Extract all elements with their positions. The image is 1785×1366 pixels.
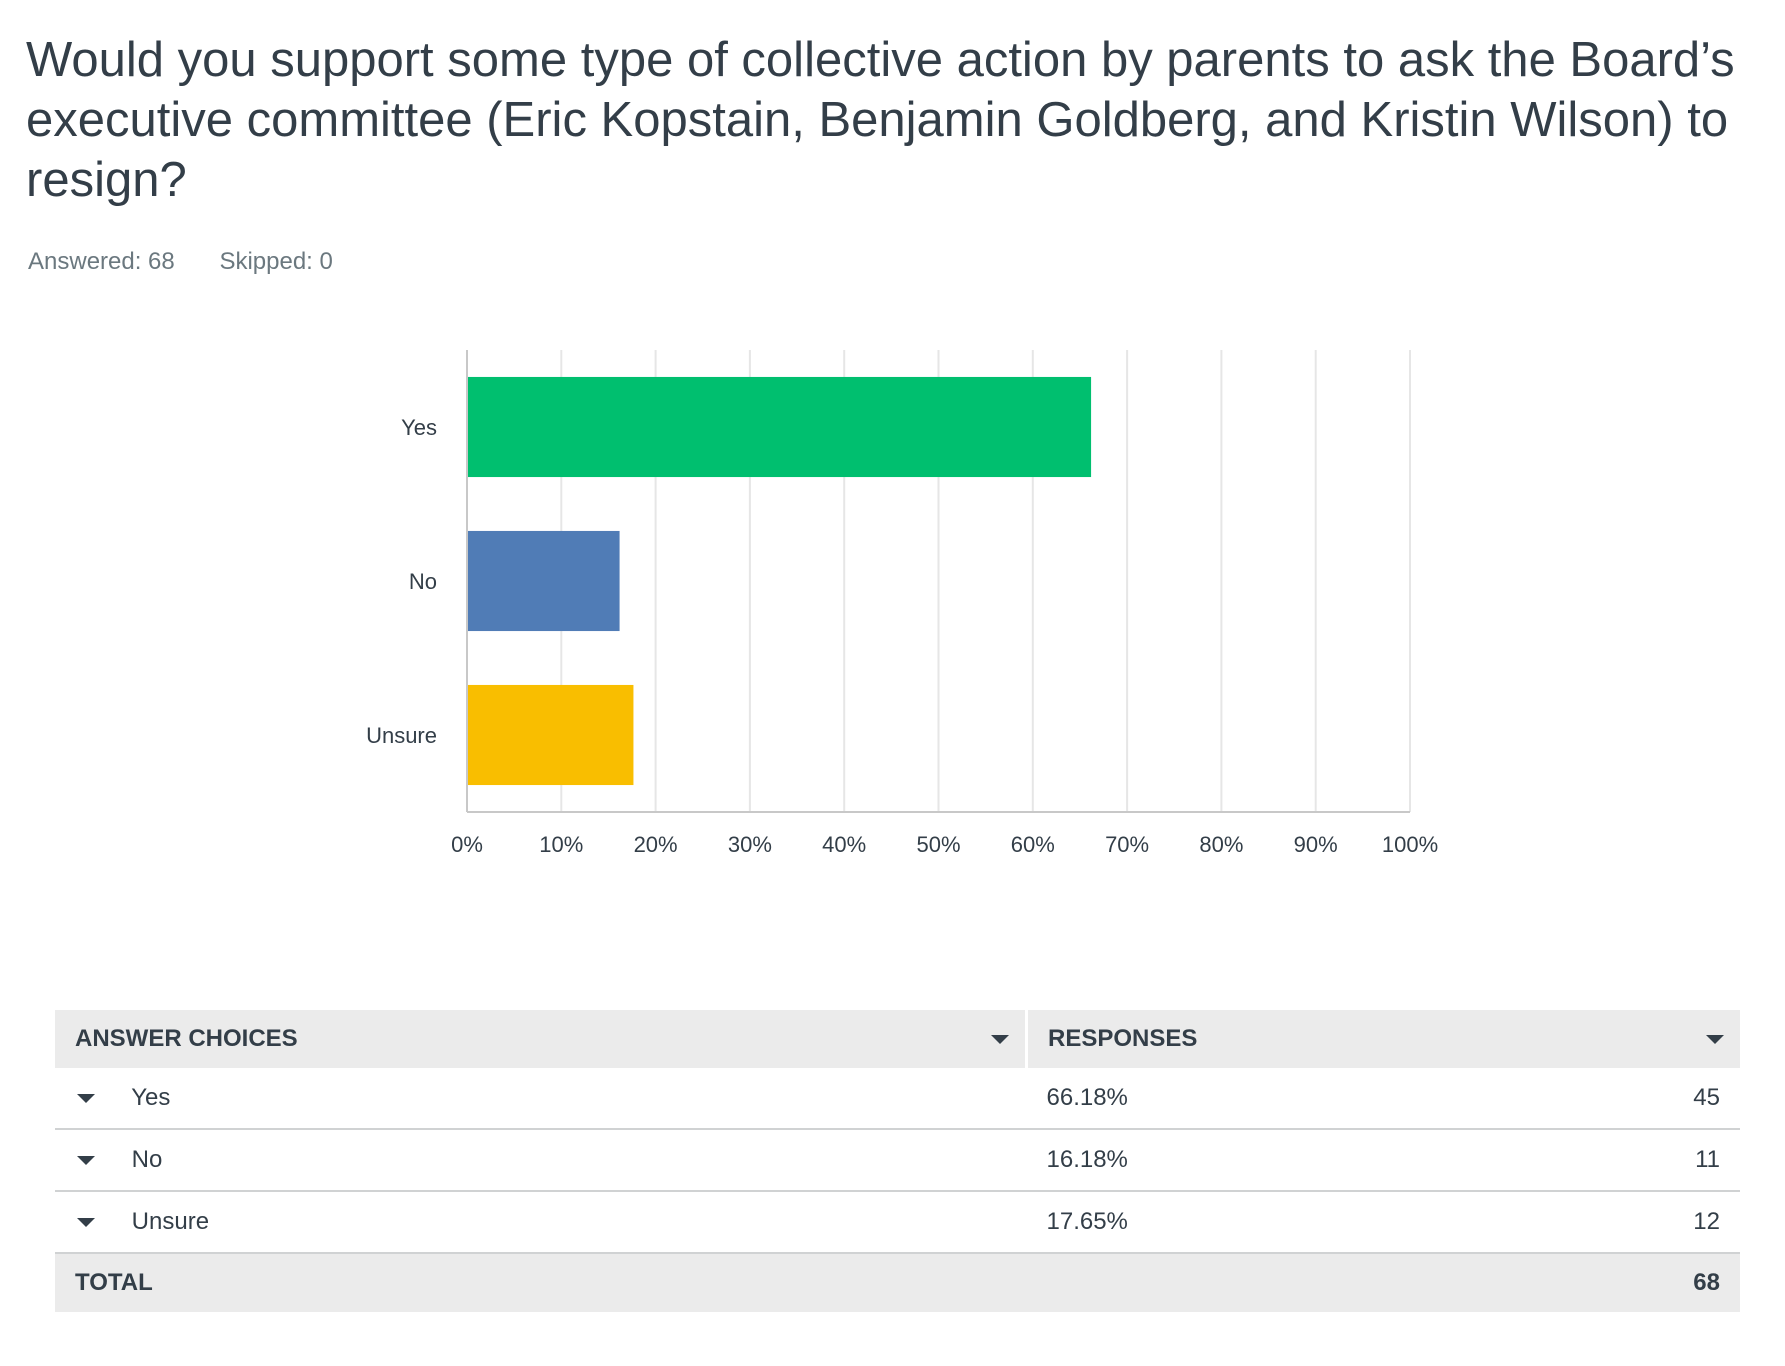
x-tick-label: 90% — [1294, 832, 1338, 857]
total-label: TOTAL — [55, 1253, 1027, 1312]
x-tick-label: 100% — [1382, 832, 1438, 857]
chart-axes — [466, 350, 1410, 813]
table-row: Yes 66.18% 45 — [55, 1068, 1740, 1130]
percent-cell: 66.18% — [1026, 1068, 1487, 1130]
bar-no[interactable] — [468, 530, 620, 632]
total-spacer — [1026, 1253, 1487, 1312]
sort-caret-icon[interactable] — [1706, 1035, 1724, 1044]
table-header-row: ANSWER CHOICES RESPONSES — [55, 1010, 1740, 1068]
expand-caret-icon[interactable] — [77, 1156, 95, 1166]
count-cell: 45 — [1486, 1068, 1740, 1130]
count-cell: 11 — [1486, 1129, 1740, 1192]
expand-caret-icon[interactable] — [77, 1218, 95, 1228]
table-row: No 16.18% 11 — [55, 1129, 1740, 1192]
responses-header-label: RESPONSES — [1048, 1025, 1198, 1052]
chart-bars — [468, 376, 1092, 786]
choice-cell: Yes — [55, 1068, 1027, 1130]
answered-count: Answered: 68 — [28, 248, 175, 275]
percent-cell: 17.65% — [1026, 1191, 1487, 1254]
total-count: 68 — [1486, 1253, 1740, 1312]
count-cell: 12 — [1486, 1191, 1740, 1254]
table-row: Unsure 17.65% 12 — [55, 1191, 1740, 1254]
x-tick-label: 0% — [451, 832, 483, 857]
choice-label: Unsure — [131, 1208, 210, 1235]
total-row: TOTAL 68 — [55, 1253, 1740, 1312]
category-label: Yes — [401, 415, 437, 440]
x-tick-label: 20% — [634, 832, 678, 857]
responses-header[interactable]: RESPONSES — [1026, 1010, 1740, 1068]
bar-unsure[interactable] — [468, 684, 634, 786]
x-tick-label: 70% — [1105, 832, 1149, 857]
x-tick-label: 60% — [1011, 832, 1055, 857]
x-tick-label: 30% — [728, 832, 772, 857]
choice-label: No — [131, 1146, 163, 1173]
expand-caret-icon[interactable] — [77, 1094, 95, 1104]
answer-choices-header[interactable]: ANSWER CHOICES — [55, 1010, 1028, 1068]
percent-cell: 16.18% — [1026, 1129, 1487, 1192]
question-title: Would you support some type of collectiv… — [26, 33, 1735, 207]
bar-yes[interactable] — [468, 376, 1092, 478]
x-tick-label: 50% — [916, 832, 960, 857]
x-tick-label: 10% — [539, 832, 583, 857]
category-label: Unsure — [366, 723, 437, 748]
response-bar-chart: 0% 10% 20% 30% 40% 50% 60% 70% 80% 90% 100% Yes No Un… — [366, 350, 1438, 857]
choice-label: Yes — [131, 1084, 171, 1111]
skipped-count: Skipped: 0 — [219, 248, 333, 275]
results-table: ANSWER CHOICES RESPONSES Yes 66.18% 45 N… — [55, 1010, 1740, 1312]
choice-cell: No — [55, 1129, 1027, 1192]
x-tick-label: 80% — [1199, 832, 1243, 857]
category-label: No — [409, 569, 437, 594]
response-stats: Answered: 68 Skipped: 0 — [28, 248, 371, 276]
sort-caret-icon[interactable] — [991, 1035, 1009, 1044]
chart-labels: 0% 10% 20% 30% 40% 50% 60% 70% 80% 90% 100% Yes No Un… — [366, 415, 1438, 857]
choice-cell: Unsure — [55, 1191, 1027, 1254]
x-tick-label: 40% — [822, 832, 866, 857]
answer-choices-header-label: ANSWER CHOICES — [75, 1025, 298, 1052]
